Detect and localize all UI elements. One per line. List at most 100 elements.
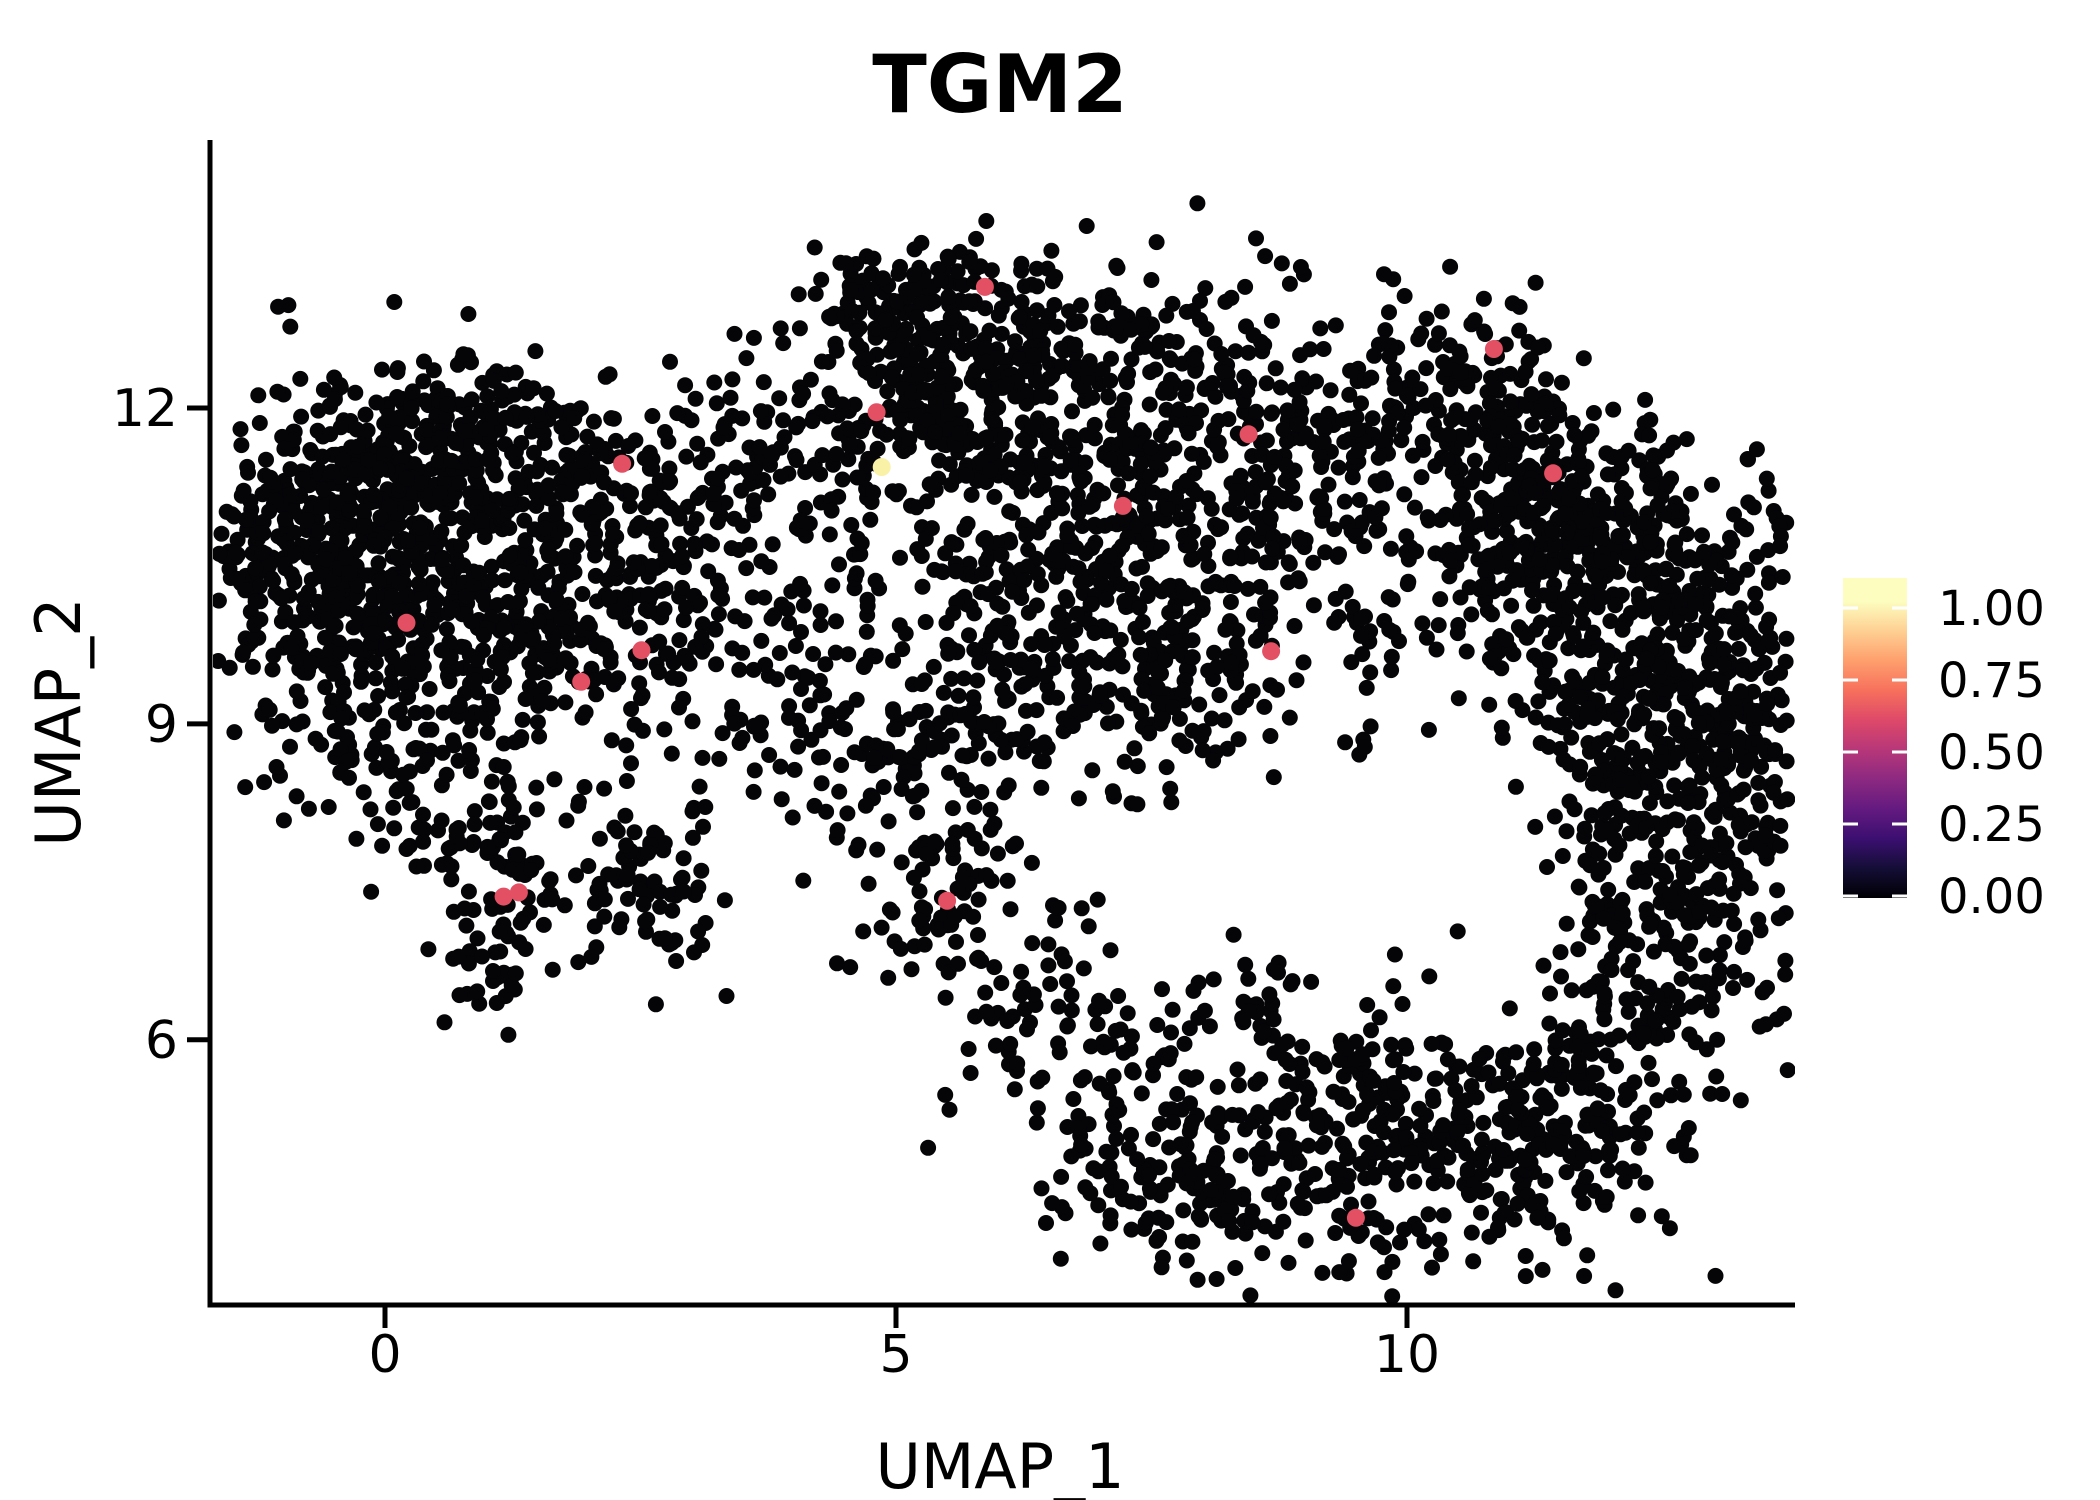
cell-point [381, 408, 398, 425]
cell-point [232, 421, 249, 438]
cell-point [1480, 1064, 1497, 1081]
cell-point [1716, 641, 1733, 658]
cell-point [1558, 823, 1575, 840]
cell-point [264, 661, 281, 678]
cell-point [1327, 1225, 1344, 1241]
cell-point [710, 606, 727, 623]
cell-point [937, 989, 954, 1006]
cell-point [773, 791, 790, 808]
cell-point [983, 872, 1000, 889]
cell-point [1213, 346, 1230, 362]
cell-point [1548, 433, 1565, 450]
cell-point [336, 520, 353, 537]
cell-point [255, 525, 272, 542]
cell-point [1257, 248, 1274, 265]
cell-point [1654, 863, 1671, 879]
cell-point [1411, 1100, 1428, 1117]
cell-point [368, 759, 385, 776]
cell-point [1746, 706, 1763, 723]
cell-point [1431, 1231, 1448, 1248]
cell-point [507, 364, 524, 381]
cell-point [1059, 1018, 1076, 1035]
cell-point [403, 499, 420, 516]
cell-point [1639, 650, 1656, 667]
cell-point [1247, 632, 1264, 649]
cell-point [1006, 1081, 1023, 1098]
cell-point [1555, 1230, 1572, 1247]
cell-point [1739, 561, 1756, 578]
cell-point [1526, 1041, 1543, 1058]
cell-point [1211, 687, 1228, 704]
cell-point [1366, 1166, 1383, 1183]
cell-point [619, 866, 636, 883]
cell-point [360, 452, 377, 469]
cell-point [389, 364, 406, 380]
cell-point [1397, 1115, 1414, 1132]
cell-point [910, 743, 927, 760]
cell-point [974, 565, 991, 582]
cell-point [587, 567, 604, 584]
cell-point [1449, 625, 1466, 642]
cell-point [663, 745, 680, 762]
cell-point [860, 365, 877, 382]
cell-point [1747, 599, 1764, 616]
cell-point [1070, 790, 1087, 807]
cell-point [1481, 696, 1498, 713]
cell-point [687, 390, 704, 407]
cell-point [512, 732, 529, 749]
cell-point [1638, 819, 1655, 836]
cell-point [1019, 723, 1036, 740]
cell-point [1575, 350, 1592, 367]
cell-point [456, 423, 473, 440]
cell-point [1142, 439, 1159, 456]
cell-point [1501, 506, 1518, 523]
cell-point [526, 444, 542, 461]
cell-point [438, 621, 455, 638]
cell-point [1635, 599, 1652, 616]
cell-point [1051, 1044, 1068, 1061]
cell-point [1248, 230, 1264, 247]
cell-point [1561, 599, 1578, 616]
cell-point [443, 452, 460, 469]
cell-point [1418, 310, 1435, 327]
cell-point [1439, 451, 1456, 468]
cell-point [1065, 1091, 1082, 1107]
cell-point [1024, 419, 1041, 436]
cell-point [1089, 891, 1106, 908]
cell-point [993, 325, 1010, 342]
cell-point [1463, 1078, 1480, 1094]
cell-point [1589, 1100, 1606, 1117]
cell-point [942, 309, 959, 326]
cell-point [345, 619, 362, 636]
cell-point [512, 914, 529, 931]
cell-point [722, 389, 739, 406]
cell-point [1707, 1267, 1724, 1284]
cell-point [885, 652, 902, 669]
cell-point [1598, 1047, 1615, 1064]
cell-point [859, 351, 876, 367]
cell-point [570, 954, 587, 971]
cell-point [1381, 621, 1398, 638]
cell-point [398, 470, 415, 487]
cell-point [1248, 403, 1265, 420]
cell-point [1648, 833, 1665, 850]
cell-point [256, 774, 273, 791]
cell-point [557, 521, 574, 538]
cell-point [415, 373, 432, 390]
cell-point [913, 234, 930, 251]
cell-point [1276, 1140, 1293, 1157]
cell-point [959, 822, 976, 838]
cell-point [247, 560, 264, 577]
cell-point [1341, 386, 1358, 403]
cell-point [1037, 458, 1054, 475]
cell-point [842, 959, 859, 976]
cell-point [1286, 381, 1303, 398]
cell-point [1175, 682, 1192, 699]
cell-point [1031, 753, 1048, 769]
cell-point [1396, 1221, 1413, 1238]
cell-point [1092, 684, 1108, 701]
cell-point [404, 383, 421, 400]
cell-point [962, 323, 979, 340]
cell-point [1406, 1173, 1423, 1190]
cell-point [586, 672, 603, 688]
